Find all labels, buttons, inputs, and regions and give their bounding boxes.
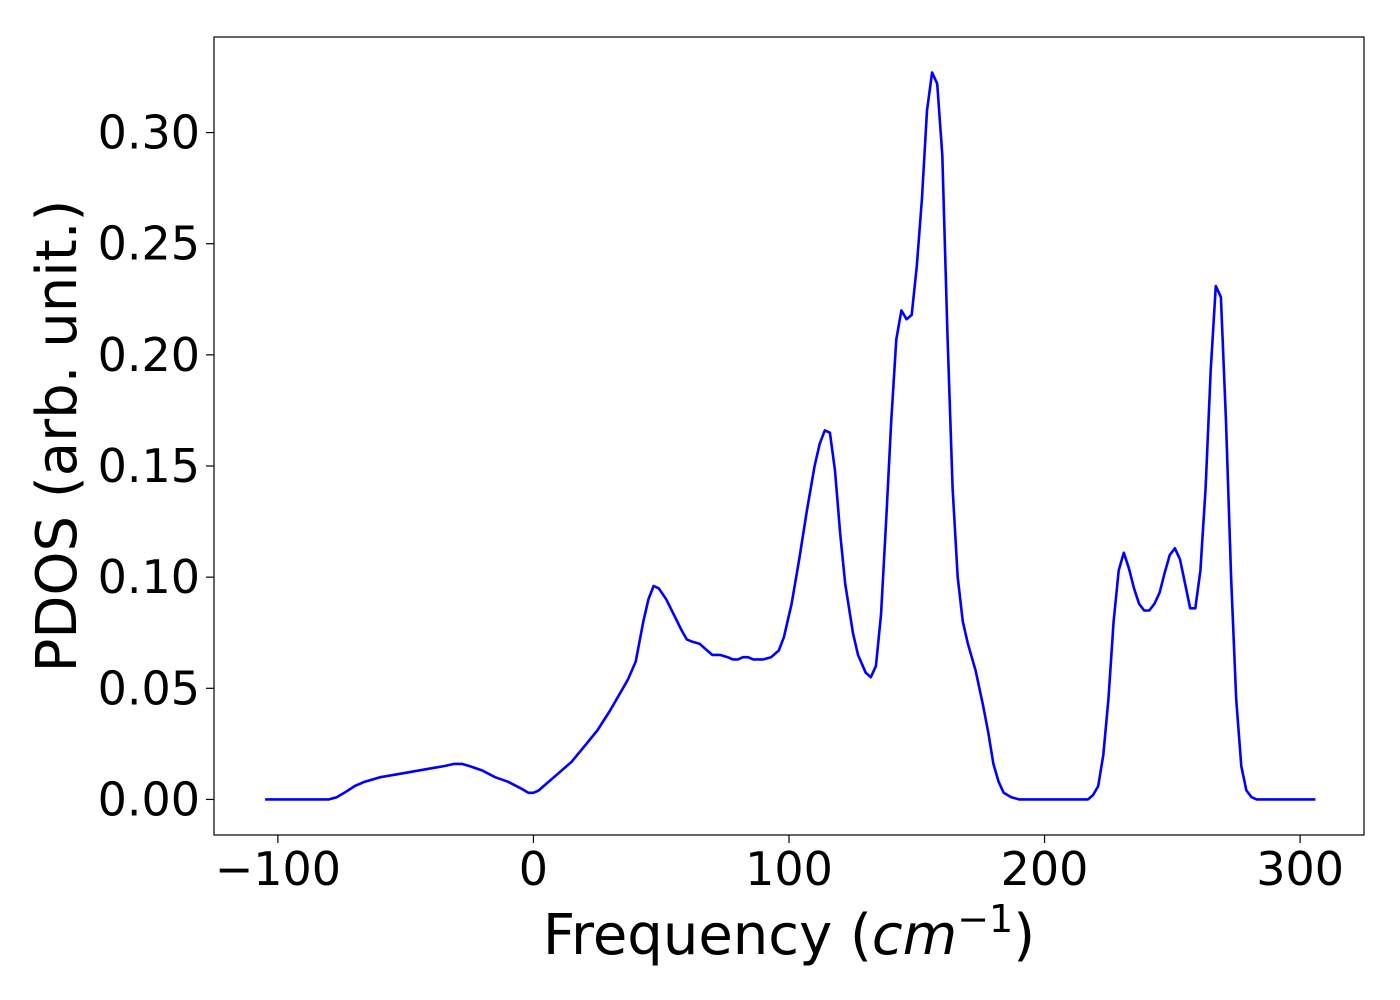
y-tick-label: 0.10 xyxy=(98,550,200,604)
x-tick-label: 200 xyxy=(1001,842,1089,896)
x-axis-label-unit: cm xyxy=(872,903,957,968)
y-tick-label: 0.20 xyxy=(98,328,200,382)
x-axis-label-pre: Frequency ( xyxy=(543,903,872,968)
x-axis-label-exponent: −1 xyxy=(957,897,1013,941)
plot-area xyxy=(265,71,1316,801)
y-tick-label: 0.25 xyxy=(98,217,200,271)
plot-frame xyxy=(213,36,1365,836)
series-line-0 xyxy=(265,71,1316,801)
x-tick-label: 0 xyxy=(519,842,548,896)
x-tick-label: 300 xyxy=(1256,842,1344,896)
x-tick-label: 100 xyxy=(745,842,833,896)
y-tick-label: 0.05 xyxy=(98,661,200,715)
y-axis-label: PDOS (arb. unit.) xyxy=(25,200,90,673)
y-tick-label: 0.15 xyxy=(98,439,200,493)
x-tick-label: −100 xyxy=(215,842,341,896)
y-axis-ticks: 0.00 0.05 0.10 0.15 0.20 0.25 0.30 xyxy=(98,106,214,826)
x-axis-label-post: ) xyxy=(1013,903,1035,968)
x-axis-label: Frequency (cm−1) xyxy=(543,897,1035,968)
y-tick-label: 0.30 xyxy=(98,106,200,160)
y-tick-label: 0.00 xyxy=(98,772,200,826)
x-axis-ticks: −100 0 100 200 300 xyxy=(215,835,1344,896)
